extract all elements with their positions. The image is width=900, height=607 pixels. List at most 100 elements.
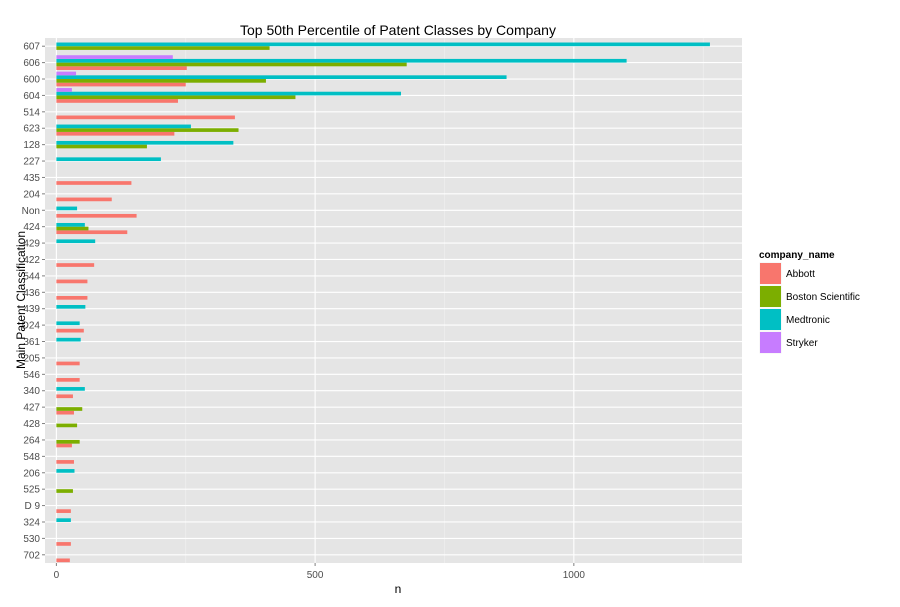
y-axis-title: Main Patent Classification	[14, 231, 28, 369]
bar	[56, 279, 88, 284]
bar	[56, 124, 191, 129]
x-tick-label: 500	[307, 570, 324, 581]
y-tick-label: 525	[23, 485, 40, 496]
y-tick-label: 436	[23, 288, 40, 299]
bar	[56, 337, 81, 342]
legend-swatch	[760, 286, 781, 307]
y-tick-label: 429	[23, 239, 40, 250]
legend-label: Abbott	[786, 269, 815, 280]
bar	[56, 181, 132, 185]
y-tick-label: 546	[23, 370, 40, 381]
bar	[56, 263, 95, 267]
x-tick-label: 1000	[563, 570, 586, 581]
bar	[56, 140, 234, 145]
x-tick-label: 0	[54, 570, 60, 581]
y-tick-label: D24	[22, 321, 41, 332]
bar	[56, 46, 270, 50]
bar	[56, 66, 187, 70]
bar	[56, 394, 73, 399]
y-tick-label: 439	[23, 304, 40, 315]
legend-swatch	[760, 309, 781, 330]
bar	[56, 157, 161, 162]
y-tick-label: 548	[23, 452, 40, 463]
y-tick-label: 264	[23, 435, 40, 446]
bar	[56, 542, 71, 546]
legend-title: company_name	[759, 250, 835, 261]
legend-label: Medtronic	[786, 315, 830, 326]
bar	[56, 128, 239, 132]
bar	[56, 489, 73, 493]
y-tick-label: 435	[23, 173, 40, 184]
bar	[56, 213, 137, 218]
y-tick-label: 324	[23, 517, 40, 528]
y-tick-label: 530	[23, 534, 40, 545]
bar	[56, 443, 72, 448]
y-tick-label: 206	[23, 468, 40, 479]
legend-swatch	[760, 263, 781, 284]
y-axis-ticks: 607 606 600 604 514 623 128 227 435 204 Non 424 429 4…	[22, 42, 45, 561]
bar	[56, 55, 173, 59]
legend: company_name Abbott Boston Scientific Medt…	[758, 250, 860, 355]
legend-label: Stryker	[786, 338, 818, 349]
bar	[56, 222, 85, 227]
bar	[56, 75, 507, 80]
y-tick-label: 600	[23, 75, 40, 86]
y-tick-label: D 9	[24, 501, 40, 512]
bar	[56, 79, 266, 83]
y-tick-label: 544	[23, 271, 40, 282]
y-tick-label: 424	[23, 222, 40, 233]
y-tick-label: Non	[22, 206, 40, 217]
y-tick-label: 514	[23, 107, 40, 118]
y-tick-label: 607	[23, 42, 40, 53]
bar	[56, 378, 80, 382]
y-tick-label: 604	[23, 91, 40, 102]
bar	[56, 509, 71, 513]
bar	[56, 82, 186, 87]
legend-swatch	[760, 332, 781, 353]
legend-label: Boston Scientific	[786, 292, 860, 303]
y-tick-label: 361	[23, 337, 40, 348]
bar	[56, 239, 96, 244]
bar	[56, 206, 78, 211]
bar	[56, 328, 84, 333]
bar	[56, 91, 402, 96]
bar	[56, 144, 147, 149]
bars	[56, 42, 710, 563]
bar	[56, 99, 178, 103]
bar	[56, 387, 85, 391]
y-tick-label: 422	[23, 255, 40, 266]
bar	[56, 469, 75, 473]
chart-title: Top 50th Percentile of Patent Classes by…	[240, 22, 556, 38]
y-tick-label: 702	[23, 550, 40, 561]
bar	[56, 407, 83, 411]
bar	[56, 460, 74, 464]
bar	[56, 42, 710, 47]
y-tick-label: 227	[23, 157, 40, 168]
bar	[56, 230, 128, 235]
y-tick-label: 623	[23, 124, 40, 135]
bar	[56, 321, 80, 326]
bar	[56, 226, 89, 231]
bar	[56, 361, 80, 366]
bar	[56, 131, 175, 136]
bar	[56, 58, 627, 63]
y-tick-label: 204	[23, 189, 40, 200]
bar	[56, 197, 112, 202]
bar	[56, 115, 235, 120]
y-tick-label: 205	[23, 353, 40, 364]
y-tick-label: 340	[23, 386, 40, 397]
bar	[56, 410, 74, 415]
bar	[56, 558, 70, 563]
bar	[56, 88, 72, 92]
y-tick-label: 128	[23, 140, 40, 151]
bar	[56, 71, 77, 76]
bar	[56, 95, 296, 100]
x-axis-title: n	[395, 582, 402, 596]
y-tick-label: 427	[23, 403, 40, 414]
y-tick-label: 606	[23, 58, 40, 69]
bar	[56, 518, 71, 522]
bar	[56, 295, 88, 300]
bar	[56, 423, 78, 428]
x-axis-ticks: 0 500 1000	[54, 563, 586, 581]
